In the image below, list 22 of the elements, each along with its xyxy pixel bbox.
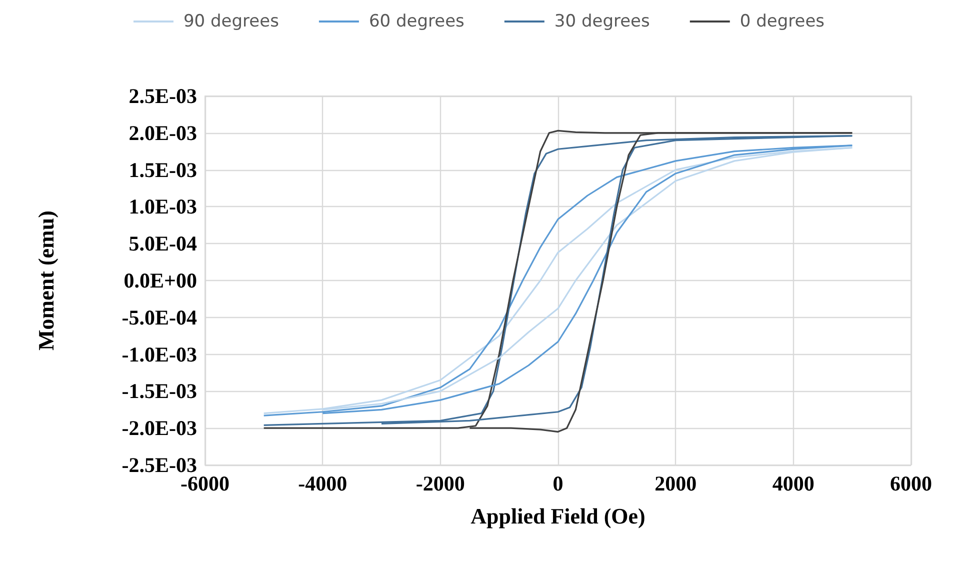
x-tick-label: -2000 xyxy=(416,472,465,496)
legend-label: 60 degrees xyxy=(368,12,465,32)
y-tick-label: -1.5E-03 xyxy=(122,379,197,404)
x-axis-title: Applied Field (Oe) xyxy=(470,504,646,528)
y-tick-label: 2.5E-03 xyxy=(128,84,197,108)
y-tick-label: -1.0E-03 xyxy=(122,342,197,366)
y-axis-title: Moment (emu) xyxy=(34,210,58,350)
x-tick-label: -4000 xyxy=(298,472,348,496)
legend-label: 0 degrees xyxy=(740,12,825,32)
y-tick-label: 2.0E-03 xyxy=(128,120,197,145)
x-tick-label: 2000 xyxy=(654,472,697,496)
y-tick-label: -5.0E-04 xyxy=(122,305,198,330)
y-tick-label: 0.0E+00 xyxy=(124,268,197,292)
x-tick-label: 4000 xyxy=(772,472,814,496)
x-tick-label: 0 xyxy=(552,472,564,496)
x-tick-label: 6000 xyxy=(890,472,932,496)
legend-label: 30 degrees xyxy=(554,12,650,32)
y-tick-label: 1.5E-03 xyxy=(128,158,197,182)
y-tick-label: 1.0E-03 xyxy=(128,194,197,219)
y-tick-label: 5.0E-04 xyxy=(128,232,198,256)
legend-label: 90 degrees xyxy=(183,12,280,32)
y-tick-label: -2.0E-03 xyxy=(122,416,197,440)
